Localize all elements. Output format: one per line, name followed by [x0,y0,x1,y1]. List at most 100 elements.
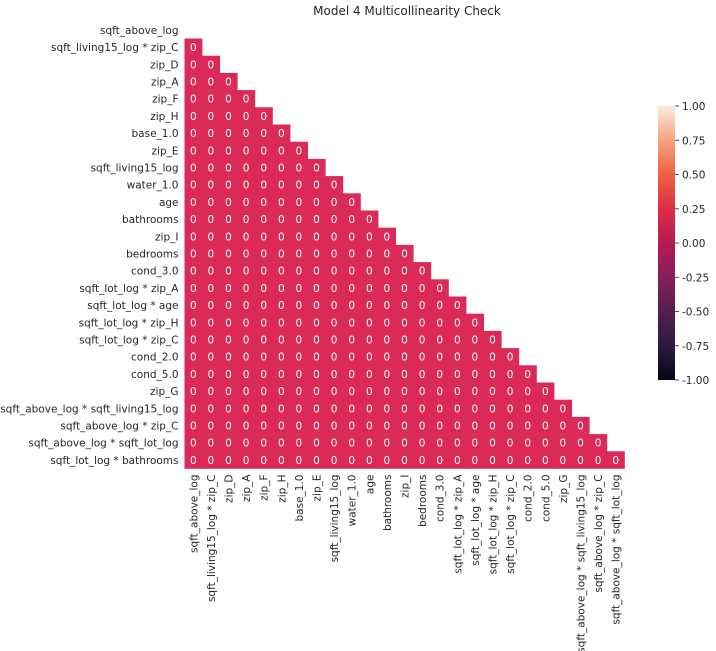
cell-value-label: 0 [260,163,267,175]
cell-value-label: 0 [243,128,250,140]
cell-value-label: 0 [225,197,232,209]
heatmap-cell [395,330,414,349]
cell-value-label: 0 [225,317,232,329]
cell-value-label: 0 [225,369,232,381]
heatmap-cell [342,279,361,297]
heatmap-cell [202,124,220,142]
heatmap-cell [430,382,449,400]
cell-value-label: 0 [366,214,373,226]
heatmap-cell [325,244,344,263]
heatmap-cell [501,399,520,418]
heatmap-cell [413,451,432,469]
heatmap-cell [554,434,572,452]
cell-value-label: 0 [225,421,232,433]
cell-value-label: 0 [507,369,514,381]
heatmap-cell [395,262,414,280]
colorbar-tick-label: 1.00 [682,101,705,113]
heatmap-cell [202,365,220,383]
cell-value-label: 0 [384,249,391,261]
cell-value-label: 0 [384,352,391,364]
heatmap-cell [360,330,379,349]
column-label: bathrooms [382,475,394,532]
cell-value-label: 0 [331,403,338,415]
cell-value-label: 0 [436,283,443,295]
heatmap-cell [237,416,256,435]
heatmap-cell [290,399,308,418]
cell-value-label: 0 [296,231,303,243]
cell-value-label: 0 [331,266,338,278]
cell-value-label: 0 [190,317,197,329]
heatmap-cell [430,279,449,297]
heatmap-cell [342,365,361,383]
cell-value-label: 0 [436,403,443,415]
cell-value-label: 0 [208,455,215,467]
heatmap-cell [237,330,256,349]
cell-value-label: 0 [419,300,426,312]
cell-value-label: 0 [190,266,197,278]
cell-value-label: 0 [419,369,426,381]
heatmap-cell [272,416,291,435]
heatmap-cell [466,416,484,435]
cell-value-label: 0 [401,455,408,467]
column-label: sqft_lot_log * age [470,475,482,566]
heatmap-cells: 00 00 0 00 0 0 00 0 0 0 00 0 0 0 0 00 0 0 0 0 0 00 0 0 0 0 0 0 00 0 0 0… [184,38,625,469]
cell-value-label: 0 [260,421,267,433]
heatmap-cell [254,434,273,452]
heatmap-cell [254,416,273,435]
heatmap-cell [237,107,256,125]
cell-value-label: 0 [348,197,355,209]
cell-value-label: 0 [313,317,320,329]
heatmap-cell [237,124,256,142]
heatmap-cell [272,244,291,263]
cell-value-label: 0 [243,335,250,347]
heatmap-cell [554,399,572,418]
heatmap-cell [237,313,256,332]
row-label: sqft_above_log * sqft_lot_log [28,438,178,450]
cell-value-label: 0 [507,386,514,398]
heatmap-cell [237,227,256,246]
heatmap-cell [342,210,361,228]
cell-value-label: 0 [331,283,338,295]
cell-value-label: 0 [260,386,267,398]
heatmap-cell [325,227,344,246]
heatmap-cell [219,365,238,383]
heatmap-cell [184,365,203,383]
heatmap-cell [413,330,432,349]
heatmap-cell [290,416,308,435]
heatmap-cell [184,72,203,91]
cell-value-label: 0 [243,266,250,278]
heatmap-cell [307,434,326,452]
heatmap-cell [202,176,220,194]
cell-value-label: 0 [524,386,531,398]
row-label: sqft_living15_log [91,163,179,175]
cell-value-label: 0 [489,421,496,433]
heatmap-cell [325,382,344,400]
heatmap-cell [325,193,344,211]
cell-value-label: 0 [331,214,338,226]
cell-value-label: 0 [278,403,285,415]
cell-value-label: 0 [225,180,232,192]
row-label: sqft_lot_log * zip_A [79,283,179,295]
column-label: zip_H [276,475,288,503]
heatmap-cell [430,451,449,469]
cell-value-label: 0 [436,317,443,329]
heatmap-cell [254,244,273,263]
cell-value-label: 0 [208,403,215,415]
cell-value-label: 0 [472,352,479,364]
heatmap-cell [448,348,467,366]
cell-value-label: 0 [331,231,338,243]
heatmap-cell [466,451,484,469]
heatmap-cell [501,416,520,435]
heatmap-cell [325,399,344,418]
cell-value-label: 0 [296,335,303,347]
cell-value-label: 0 [208,300,215,312]
heatmap-cell [254,348,273,366]
heatmap-cell [219,434,238,452]
column-label: zip_A [241,474,253,502]
heatmap-cell [184,382,203,400]
cell-value-label: 0 [243,369,250,381]
cell-value-label: 0 [208,180,215,192]
row-label: water_1.0 [127,180,179,192]
heatmap-cell [202,210,220,228]
cell-value-label: 0 [260,231,267,243]
